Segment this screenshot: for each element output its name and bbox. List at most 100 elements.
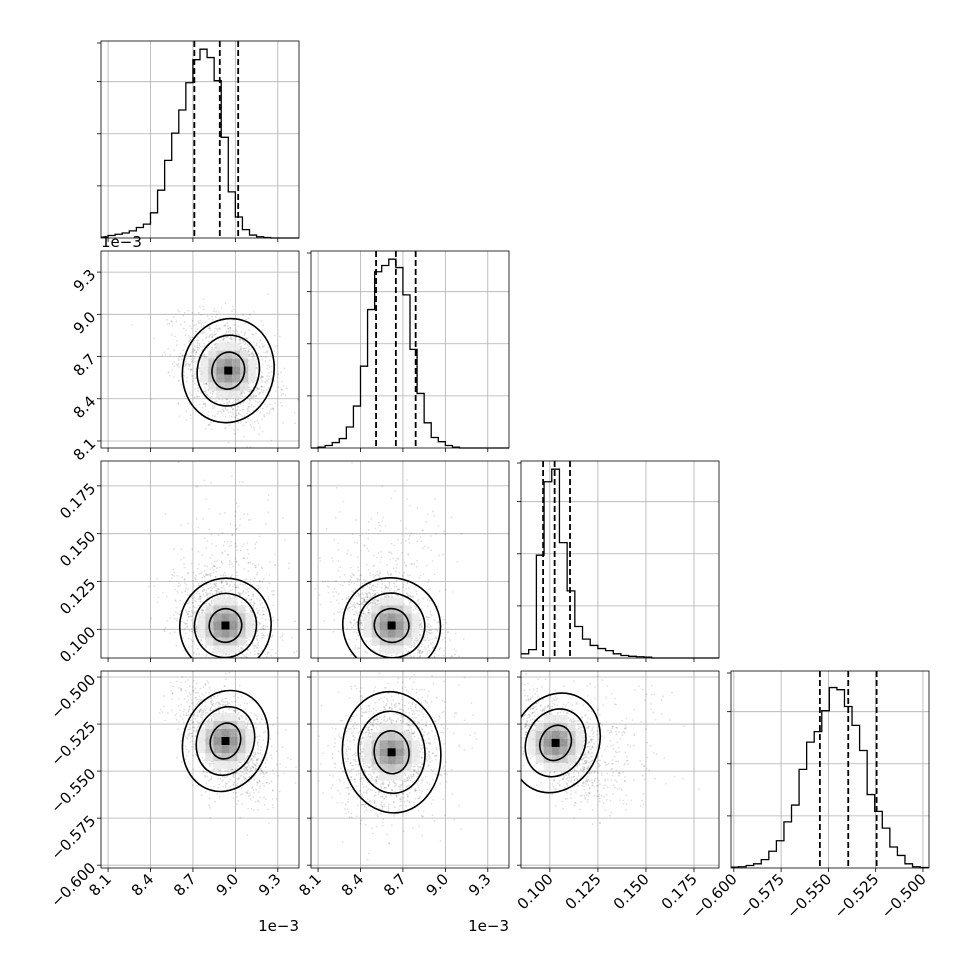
sample-point	[332, 630, 335, 633]
density-cell	[248, 366, 257, 375]
sample-point	[236, 417, 239, 420]
sample-point	[268, 375, 270, 377]
sample-point	[187, 646, 190, 649]
sample-point	[275, 684, 277, 686]
density-cell	[213, 645, 222, 654]
sample-point	[204, 595, 207, 598]
sample-point	[190, 645, 193, 648]
sample-point	[201, 611, 204, 614]
sample-point	[407, 660, 409, 662]
sample-point	[241, 395, 244, 398]
sample-point	[346, 608, 349, 610]
sample-point	[272, 593, 275, 596]
density-cell	[245, 621, 254, 630]
sample-point	[374, 589, 376, 592]
sample-point	[354, 645, 357, 647]
histogram-step-line	[101, 48, 299, 239]
sample-point	[229, 522, 232, 525]
sample-point	[242, 543, 245, 545]
sample-point	[241, 392, 244, 394]
sample-point	[430, 673, 432, 675]
sample-point	[263, 351, 265, 354]
sample-point	[253, 693, 255, 695]
histogram-step-line	[731, 686, 929, 869]
sample-point	[266, 379, 268, 382]
sample-point	[395, 567, 398, 569]
sample-point	[376, 571, 378, 573]
sample-point	[228, 780, 230, 783]
sample-point	[267, 364, 269, 367]
sample-point	[187, 354, 190, 357]
sample-point	[177, 402, 180, 404]
density-cell	[221, 613, 230, 622]
sample-point	[279, 763, 282, 765]
sample-point	[369, 640, 371, 643]
sample-point	[260, 629, 263, 631]
sample-point	[392, 567, 395, 570]
sample-point	[381, 590, 383, 593]
sample-point	[205, 572, 208, 575]
sample-point	[360, 622, 363, 624]
sample-point	[423, 636, 426, 638]
sample-point	[381, 583, 384, 585]
sample-point	[252, 426, 255, 429]
sample-point	[419, 536, 422, 538]
sample-point	[282, 384, 285, 387]
sample-point	[245, 578, 248, 580]
sample-point	[266, 653, 269, 655]
sample-point	[364, 592, 367, 594]
sample-point	[220, 660, 222, 662]
sample-point	[266, 380, 269, 383]
sample-point	[188, 685, 191, 688]
sample-point	[177, 363, 180, 366]
sample-point	[193, 652, 195, 654]
sample-point	[237, 505, 240, 508]
sample-point	[177, 403, 180, 405]
sample-point	[249, 410, 251, 413]
sample-point	[379, 660, 381, 662]
sample-point	[203, 330, 206, 333]
sample-point	[241, 664, 243, 666]
sample-point	[360, 597, 363, 600]
sample-point	[196, 647, 199, 650]
sample-point	[422, 529, 424, 532]
sample-point	[259, 586, 262, 589]
sample-point	[176, 339, 179, 342]
sample-point	[237, 658, 239, 660]
sample-point	[247, 587, 250, 590]
sample-point	[214, 575, 217, 578]
axes-frame	[100, 250, 300, 449]
sample-point	[211, 407, 214, 410]
sample-point	[261, 329, 264, 332]
sample-point	[266, 367, 269, 370]
sample-point	[187, 588, 190, 591]
sample-point	[410, 563, 412, 565]
sample-point	[364, 596, 367, 599]
sample-point	[280, 389, 283, 391]
sample-point	[431, 638, 433, 641]
sample-point	[193, 585, 195, 587]
sample-point	[192, 580, 195, 582]
sample-point	[215, 316, 217, 319]
sample-point	[358, 534, 361, 537]
sample-point	[240, 761, 243, 763]
sample-point	[261, 606, 264, 609]
sample-point	[426, 631, 428, 634]
sample-point	[442, 624, 445, 626]
density-cell	[240, 374, 249, 383]
sample-point	[373, 599, 376, 601]
sample-point	[171, 698, 174, 700]
density-cell	[379, 637, 388, 646]
sample-point	[346, 598, 348, 600]
sample-point	[228, 681, 230, 683]
sample-point	[240, 771, 243, 773]
sample-point	[194, 376, 197, 379]
sample-point	[195, 630, 198, 633]
sample-point	[271, 407, 274, 410]
sample-point	[272, 407, 275, 410]
sample-point	[333, 613, 336, 615]
sample-point	[200, 609, 203, 612]
sample-point	[362, 601, 364, 603]
sample-point	[229, 411, 232, 413]
sample-point	[266, 665, 268, 667]
